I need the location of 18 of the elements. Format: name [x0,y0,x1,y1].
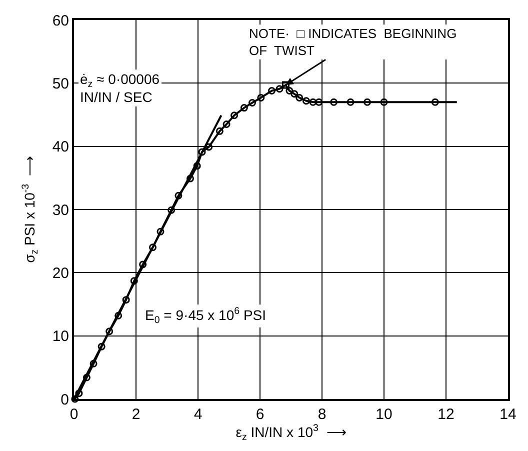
y-tick-label: 40 [52,138,69,156]
y-tick-label: 0 [60,391,69,408]
x-tick-label: 6 [256,406,264,423]
x-tick-label: 8 [318,406,326,423]
x-tick-label: 14 [500,406,516,423]
x-axis-title: ε$_{z}$ IN/IN x 10$^{3}$ ⟶ [236,423,346,443]
x-tick-label: 4 [194,406,202,423]
annotation: ė$_{z}$ ≈ 0·00006 IN/IN / SEC [80,71,160,106]
y-tick-label: 60 [52,12,69,30]
annotation: E$_{0}$ = 9·45 x 10$^{6}$ PSI [145,306,266,326]
y-tick-label: 30 [52,202,69,219]
y-tick-label: 20 [52,264,69,282]
x-tick-label: 2 [132,406,140,423]
x-tick-label: 10 [376,406,392,423]
y-tick-label: 50 [52,75,69,92]
y-tick-label: 10 [52,328,69,346]
x-tick-label: 12 [438,406,454,423]
annotation: NOTE· □ INDICATES BEGINNING OF TWIST [249,26,457,58]
